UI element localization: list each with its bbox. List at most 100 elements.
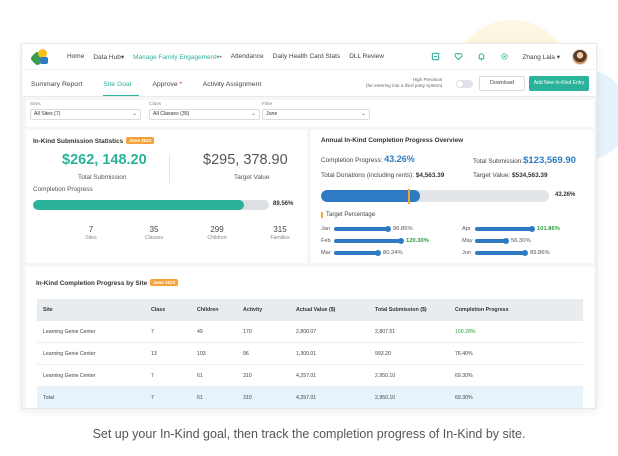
tab-summary-report[interactable]: Summary Report [31,81,83,88]
gear-icon[interactable] [499,52,510,63]
tab-activity-assignment[interactable]: Activity Assignment [202,81,262,88]
cell-children: 103 [197,351,206,357]
nav-data-hub-label: Data Hub [93,53,121,61]
bookmark-icon[interactable] [430,52,441,63]
month-value: 89.86% [530,250,550,256]
nav-home[interactable]: Home [67,52,85,60]
sites-select-value: All Sites (7) [34,111,61,117]
completion-progress-bar [33,200,269,210]
date-badge: June 2022 [150,279,179,286]
cell-actual-value: 4,257.01 [296,395,317,401]
target-value-label: Target Value [234,174,270,181]
notification-dot: • [219,53,222,61]
cell-class: 7 [151,373,154,379]
nav-dll-review[interactable]: DLL Review [349,52,384,60]
nav-attendance[interactable]: Attendance [230,52,264,60]
month-row-jun: Jun 89.86% [462,249,550,257]
bell-icon[interactable] [476,52,487,63]
period-filter: Filter June ⌄ [262,102,370,120]
cell-site: Total [43,395,54,401]
class-select[interactable]: All Classes (35) ⌄ [149,109,260,120]
chevron-down-icon: ⌄ [131,111,137,117]
cell-actual-value: 4,257.01 [296,373,317,379]
download-button[interactable]: Download [479,76,525,91]
chevron-down-icon: ⌄ [250,111,256,117]
completion-progress-pct: 89.56% [273,201,294,207]
target-marker [408,189,410,204]
month-label: Mar [321,250,331,256]
class-select-value: All Classes (35) [153,111,190,117]
tab-site-goal[interactable]: Site Goal [103,81,140,96]
period-filter-label: Filter [262,102,273,107]
month-label: Apr [462,226,471,232]
high-precision-toggle[interactable] [456,80,473,88]
annual-total-submission-value: $123,569.90 [523,155,576,166]
class-filter: Class All Classes (35) ⌄ [149,102,260,120]
month-row-apr: Apr 101.86% [462,225,560,233]
annual-total-submission-label: Total Submission: [473,158,524,165]
completion-progress-fill [33,200,245,210]
col-site: Site [43,307,53,313]
stat-sites-value: 7 [88,225,94,234]
main-nav: Home Data Hub▾ Manage Family Engagement▾… [67,53,384,61]
month-bar [475,238,509,244]
stat-classes-value: 35 [149,225,159,234]
month-bar [334,226,391,232]
month-bar [334,238,404,244]
month-bar [475,226,535,232]
table-row[interactable]: Learning Genie Center 7 49 170 2,800.07 … [37,321,583,343]
date-badge: June 2022 [126,137,155,144]
tab-approve[interactable]: Approve • [152,81,189,96]
stat-classes-label: Classes [144,235,164,241]
class-filter-label: Class [149,102,161,107]
stat-families: 315 Families [255,225,305,241]
target-percentage-label: Target Percentage [321,212,375,218]
heart-icon[interactable] [453,52,464,63]
notification-dot: • [179,81,182,87]
add-in-kind-entry-button[interactable]: Add New In-Kind Entry [529,76,589,91]
nav-daily-health-card-stats[interactable]: Daily Health Card Stats [272,52,341,60]
completion-progress-label: Completion Progress [33,186,93,193]
annual-progress-fill [321,190,420,202]
divider [169,155,170,183]
logo-icon[interactable] [29,48,49,67]
table-total-row: Total 7 61 310 4,257.01 2,950.10 69.30% [37,387,583,408]
total-submission-value: $262, 148.20 [62,152,147,168]
table-row[interactable]: Learning Genie Center 7 61 310 4,257.01 … [37,365,583,387]
top-nav: Home Data Hub▾ Manage Family Engagement▾… [22,44,596,70]
annual-target-value: $534,563.39 [511,172,548,179]
nav-data-hub[interactable]: Data Hub▾ [93,53,124,61]
cell-activity: 170 [243,329,252,335]
month-value: 101.86% [537,226,560,232]
table-row[interactable]: Learning Genie Center 13 103 96 1,300.01… [37,343,583,365]
user-menu[interactable]: Zhang Lala ▾ [522,53,560,61]
chevron-down-icon: ⌄ [360,111,366,117]
cell-completion-progress: 100.28% [455,329,476,335]
table-header: Site Class Children Activity Actual Valu… [37,299,583,321]
avatar[interactable] [572,49,588,65]
annual-completion: Completion Progress: 43.26% [321,154,415,164]
annual-donations-value: $4,563.39 [415,172,445,179]
month-row-may: May 56.30% [462,237,531,245]
annual-progress-bar [321,190,549,202]
annual-donations-label: Total Donations (including rents): [321,172,415,179]
cell-total-submission: 2,807.51 [375,329,396,335]
period-select[interactable]: June ⌄ [262,109,370,120]
sites-select[interactable]: All Sites (7) ⌄ [30,109,141,120]
nav-right: Zhang Lala ▾ [430,44,588,70]
col-children: Children [197,307,219,313]
month-value: 120.30% [406,238,429,244]
nav-mfe-label: Manage Family Engagement [133,53,217,61]
stat-sites: 7 Sites [66,225,116,241]
annual-completion-label: Completion Progress: [321,157,383,164]
sites-filter: Sites All Sites (7) ⌄ [30,102,141,120]
annual-donations: Total Donations (including rents): $4,56… [321,172,444,179]
nav-manage-family-engagement[interactable]: Manage Family Engagement▾• [133,53,222,61]
cell-activity: 96 [243,351,249,357]
cell-completion-progress: 69.30% [455,373,473,379]
month-row-feb: Feb 120.30% [321,237,429,245]
caption: Set up your In-Kind goal, then track the… [92,427,526,441]
col-actual-value: Actual Value ($) [296,307,336,313]
month-bar [334,250,381,256]
table-title-text: In-Kind Completion Progress by Site [36,280,148,287]
